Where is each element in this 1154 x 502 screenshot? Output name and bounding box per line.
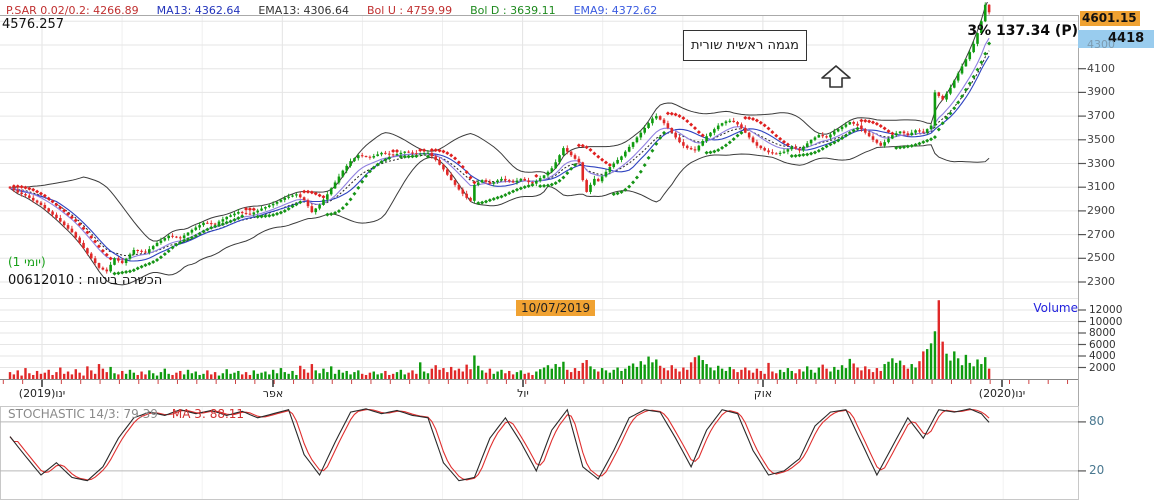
legend-item: EMA13: 4306.64 xyxy=(258,4,350,17)
time-axis-label: ינו(2019) xyxy=(18,387,66,400)
price-axis-tick: 3700 xyxy=(1087,109,1115,123)
cursor-price-readout: 4576.257 xyxy=(2,17,65,32)
stochastic-k-label: STOCHASTIC 14/3: 79.39 xyxy=(8,407,158,421)
indicator-legend: P.SAR 0.02/0.2: 4266.89 MA13: 4362.64 EMA1… xyxy=(6,4,657,17)
up-arrow-annotation[interactable] xyxy=(816,63,856,91)
price-change-label: 3% 137.34 (P) xyxy=(967,23,1078,39)
time-axis-label: אוק xyxy=(753,387,773,400)
price-axis-tick: 2300 xyxy=(1087,275,1115,288)
trend-annotation-box[interactable]: מגמה ראשית שורית xyxy=(683,30,807,61)
crosshair-date-tag: 10/07/2019 xyxy=(516,300,596,316)
stochastic-axis-tick: 80 xyxy=(1089,413,1105,428)
volume-axis-tick: 4000 xyxy=(1089,350,1116,362)
highlight-band xyxy=(1078,30,1154,48)
price-axis-tick: 3100 xyxy=(1087,180,1115,194)
legend-item: Bol D : 3639.11 xyxy=(470,4,556,17)
price-axis-tick: 3900 xyxy=(1087,85,1115,99)
interval-label: (1 יומי) xyxy=(8,255,46,269)
time-axis-label: ינו(2020) xyxy=(978,387,1026,400)
time-axis-label: יול xyxy=(517,387,529,400)
price-axis-tick: 2700 xyxy=(1087,227,1115,241)
stochastic-pane xyxy=(9,408,990,482)
last-price-tag: 4601.15 xyxy=(1080,11,1140,26)
secondary-price-tag: 4418 xyxy=(1108,31,1145,46)
volume-axis-tick: 8000 xyxy=(1089,327,1116,339)
price-axis-tick: 4300 xyxy=(1087,38,1115,51)
instrument-name: 00612010 : הכשרה ביטוח xyxy=(8,273,163,288)
price-pane xyxy=(8,2,992,286)
price-axis-tick: 2900 xyxy=(1087,203,1115,217)
volume-axis-tick: 6000 xyxy=(1089,338,1116,351)
price-axis-tick: 4100 xyxy=(1087,61,1115,75)
price-axis-tick: 3500 xyxy=(1087,132,1115,146)
legend-item: Bol U : 4759.99 xyxy=(367,4,453,17)
legend-item: P.SAR 0.02/0.2: 4266.89 xyxy=(6,4,139,17)
price-axis-tick: 3300 xyxy=(1087,156,1115,170)
price-axis-tick: 2500 xyxy=(1087,251,1115,265)
volume-pane xyxy=(8,300,991,379)
stochastic-legend: STOCHASTIC 14/3: 79.39 MA 3: 88.11 xyxy=(8,407,244,421)
candles-layer xyxy=(8,2,991,274)
time-axis-label: אפר xyxy=(262,387,284,400)
volume-axis-tick: 12000 xyxy=(1089,304,1123,316)
up-arrow-icon xyxy=(821,65,851,88)
stochastic-axis-tick: 20 xyxy=(1089,462,1105,477)
legend-item: EMA9: 4372.62 xyxy=(573,4,658,17)
stochastic-d-label: MA 3: 88.11 xyxy=(171,407,245,421)
volume-panel-label: Volume xyxy=(1033,301,1078,315)
legend-item: MA13: 4362.64 xyxy=(156,4,241,17)
volume-axis-tick: 2000 xyxy=(1089,361,1116,374)
psar-layer xyxy=(11,41,992,276)
volume-axis-tick: 10000 xyxy=(1089,315,1123,328)
